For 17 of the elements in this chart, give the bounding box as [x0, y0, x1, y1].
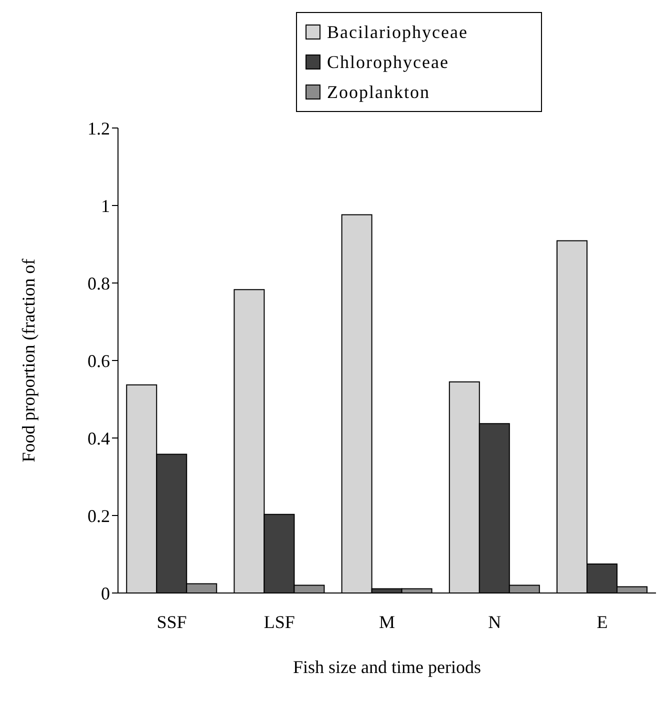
y-tick-label: 0.8 [88, 273, 110, 294]
y-tick-label: 0.4 [88, 428, 110, 448]
y-tick-label: 1.2 [88, 118, 110, 138]
y-tick-label: 1 [101, 196, 110, 216]
x-tick-label: M [378, 612, 396, 632]
y-axis-title: Food proportion (fraction of [18, 258, 38, 462]
x-axis-title: Fish size and time periods [293, 657, 481, 677]
x-tick-label: N [488, 612, 502, 632]
legend-label: Bacilariophyceae [327, 22, 468, 42]
x-tick-label: SSF [156, 612, 187, 632]
legend-label: Chlorophyceae [327, 52, 449, 72]
y-tick-label: 0.6 [88, 350, 110, 371]
legend-label: Zooplankton [327, 82, 430, 102]
x-tick-label: LSF [264, 612, 295, 632]
x-tick-label: E [596, 612, 608, 632]
y-tick-label: 0 [101, 583, 110, 604]
y-tick-label: 0.2 [88, 506, 110, 526]
